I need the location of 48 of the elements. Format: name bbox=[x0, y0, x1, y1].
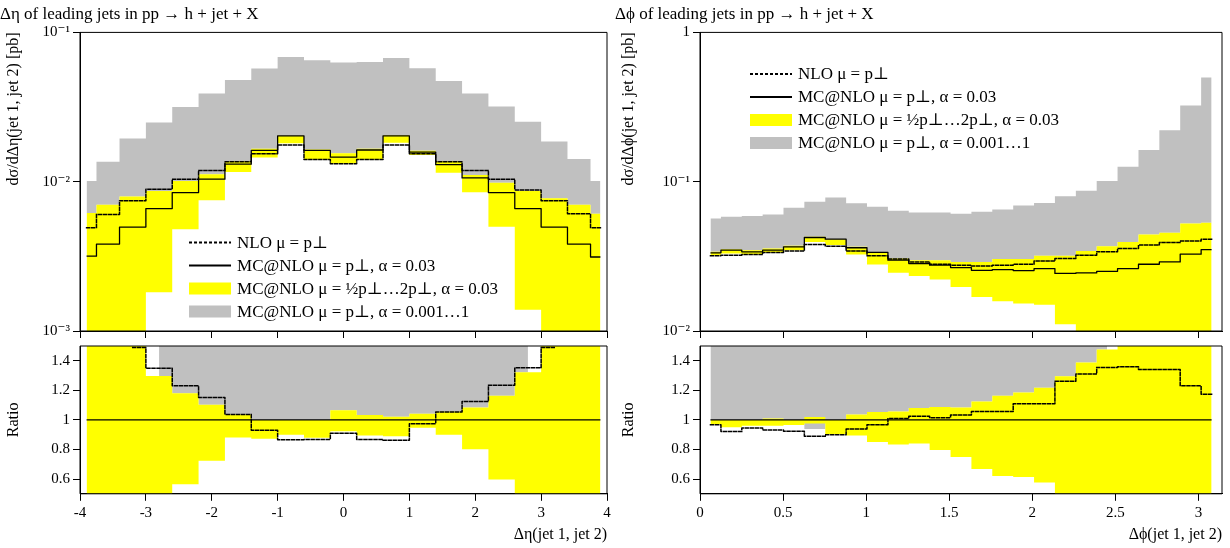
legend-label: MC@NLO μ = p⊥, α = 0.001…1 bbox=[237, 301, 470, 321]
legend-label: MC@NLO μ = ½p⊥…2p⊥, α = 0.03 bbox=[798, 110, 1059, 130]
y-tick-label: 10⁻² bbox=[662, 321, 691, 338]
x-tick-label: 0 bbox=[339, 503, 348, 520]
x-tick-label: 2 bbox=[471, 503, 479, 520]
y-tick-label: 1 bbox=[682, 410, 690, 427]
legend-label: MC@NLO μ = p⊥, α = 0.001…1 bbox=[798, 133, 1031, 153]
x-axis-title: Δη(jet 1, jet 2) bbox=[513, 524, 607, 543]
chart-title: Δη of leading jets in pp → h + jet + X bbox=[0, 3, 259, 23]
legend-label: MC@NLO μ = p⊥, α = 0.03 bbox=[798, 87, 997, 107]
x-tick-label: -1 bbox=[271, 503, 284, 520]
x-tick-label: 3 bbox=[1194, 503, 1203, 520]
y-axis-title: Ratio bbox=[618, 402, 636, 438]
y-axis-title: dσ/dΔη(jet 1, jet 2) [pb] bbox=[3, 32, 22, 186]
x-tick-label: 1.5 bbox=[939, 503, 959, 520]
y-tick-label: 10⁻³ bbox=[42, 321, 71, 338]
y-tick-label: 10⁻¹ bbox=[662, 172, 690, 189]
y-tick-label: 1.4 bbox=[671, 351, 691, 368]
x-tick-label: 2.5 bbox=[1106, 503, 1125, 520]
legend-label: MC@NLO μ = ½p⊥…2p⊥, α = 0.03 bbox=[237, 278, 498, 298]
y-tick-label: 1.4 bbox=[51, 351, 71, 368]
x-tick-label: 1 bbox=[862, 503, 870, 520]
x-tick-label: 2 bbox=[1028, 503, 1037, 520]
x-tick-label: -2 bbox=[205, 503, 218, 520]
y-tick-label: 0.8 bbox=[51, 440, 70, 457]
y-tick-label: 0.8 bbox=[671, 440, 690, 457]
x-tick-label: 1 bbox=[405, 503, 414, 520]
y-tick-label: 0.6 bbox=[671, 469, 691, 486]
x-axis-title: Δϕ(jet 1, jet 2) bbox=[1128, 524, 1222, 543]
x-tick-label: 0 bbox=[696, 503, 704, 520]
x-tick-label: 4 bbox=[603, 503, 612, 520]
x-tick-label: -3 bbox=[139, 503, 153, 520]
legend-label: NLO μ = p⊥ bbox=[237, 232, 328, 252]
y-axis-title: Ratio bbox=[3, 402, 21, 438]
y-tick-label: 10⁻¹ bbox=[42, 23, 70, 40]
x-tick-label: -4 bbox=[73, 503, 87, 520]
y-tick-label: 1.2 bbox=[51, 381, 70, 398]
x-tick-label: 0.5 bbox=[773, 503, 793, 520]
y-tick-label: 10⁻² bbox=[42, 172, 71, 189]
chart-title: Δϕ of leading jets in pp → h + jet + X bbox=[615, 3, 874, 23]
y-axis-title: dσ/dΔϕ(jet 1, jet 2) [pb] bbox=[618, 32, 637, 186]
legend-label: MC@NLO μ = p⊥, α = 0.03 bbox=[237, 255, 436, 275]
x-tick-label: 3 bbox=[537, 503, 545, 520]
y-tick-label: 1.2 bbox=[671, 381, 690, 398]
y-tick-label: 1 bbox=[62, 410, 70, 427]
y-tick-label: 1 bbox=[682, 23, 690, 40]
legend-label: NLO μ = p⊥ bbox=[798, 64, 889, 84]
y-tick-label: 0.6 bbox=[51, 469, 71, 486]
